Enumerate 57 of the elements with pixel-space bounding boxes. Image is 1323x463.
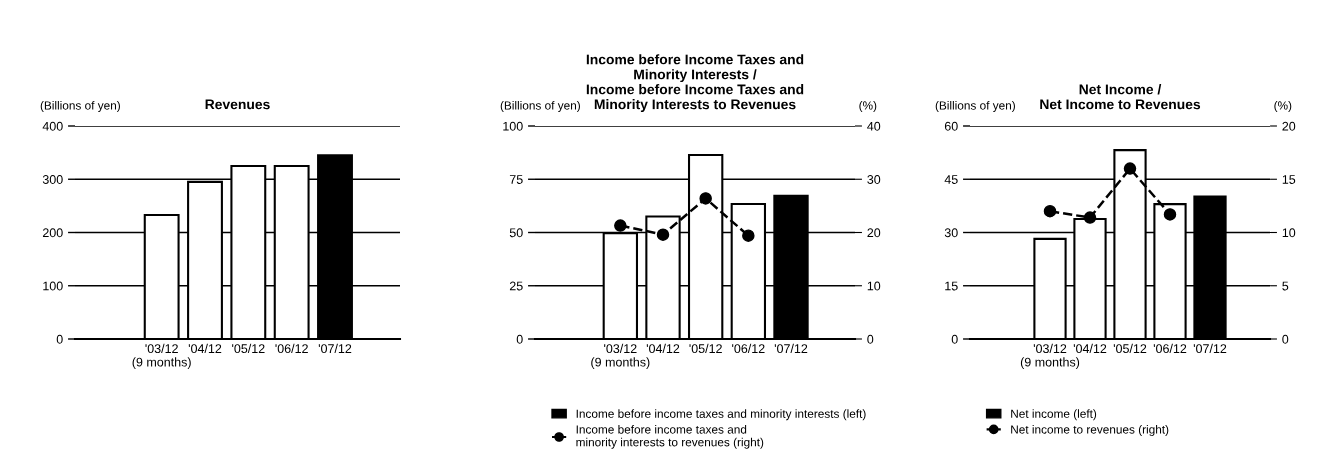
point (1083, 211, 1097, 224)
legend-label: Income before income taxes and minority interests to revenues (right) (576, 424, 764, 449)
chart-title: Net Income / Net Income to Revenues (1040, 84, 1201, 110)
y-tick-label: 100 (503, 121, 523, 131)
y-tick-label: 50 (509, 228, 523, 238)
y-tick-label: 45 (944, 175, 958, 184)
y-tick-label: 200 (42, 228, 63, 238)
y2-tick-label: 20 (867, 228, 881, 238)
point (1043, 204, 1057, 218)
chart-title: Income before Income Taxes and Minority Interests / Income before Income Taxes and Minority Interests to Revenues (586, 54, 804, 112)
y2-tick-label: 30 (867, 175, 881, 184)
x-tick-label: '05/12 (232, 343, 265, 354)
y-tick-label: 0 (56, 334, 63, 344)
y-tick-label: 60 (944, 121, 958, 131)
x-tick-label: '07/12 (1193, 343, 1227, 354)
y-tick-label: 25 (509, 281, 523, 291)
chart-title: Revenues (205, 99, 270, 110)
x-tick-label: '07/12 (318, 343, 352, 354)
x-tick-label: '04/12 (188, 343, 222, 354)
point (656, 228, 670, 241)
y2-tick-label: 0 (867, 334, 874, 344)
y2-axis-title: (%) (859, 101, 877, 112)
y2-tick-label: 15 (1282, 175, 1296, 184)
y2-tick-label: 5 (1282, 281, 1289, 291)
y2-tick-label: 0 (1282, 334, 1289, 344)
y-tick-label: 300 (42, 175, 63, 184)
y-tick-label: 100 (43, 281, 63, 291)
point (1123, 162, 1137, 175)
point (742, 229, 755, 242)
y-axis-title: (Billions of yen) (40, 101, 120, 112)
x-tick-label: '07/12 (774, 343, 808, 354)
y2-axis-title: (%) (1274, 101, 1292, 112)
y-axis-title: (Billions of yen) (935, 101, 1015, 112)
x-tick-label: '05/12 (1113, 343, 1147, 354)
legend-label: Net income to revenues (right) (1011, 424, 1169, 436)
y-tick-label: 30 (944, 228, 958, 238)
x-tick-label: '04/12 (1073, 343, 1107, 354)
y2-tick-label: 10 (867, 281, 881, 291)
x-tick-label: '05/12 (689, 343, 722, 354)
y-tick-label: 0 (951, 334, 958, 344)
y-axis-title: (Billions of yen) (500, 101, 580, 112)
y2-tick-label: 40 (867, 121, 881, 131)
y2-tick-label: 20 (1282, 121, 1296, 131)
x-tick-label: '04/12 (646, 343, 680, 354)
x-tick-label: '06/12 (732, 343, 765, 354)
legend-label: Income before income taxes and minority interests (left) (576, 409, 866, 421)
point (699, 192, 712, 205)
x-tick-label: '06/12 (1153, 343, 1187, 354)
point (614, 219, 627, 232)
y-tick-label: 400 (42, 121, 63, 131)
y2-tick-label: 10 (1282, 228, 1296, 238)
point (1163, 208, 1177, 221)
legend-label: Net income (left) (1011, 409, 1097, 421)
y-tick-label: 75 (509, 175, 523, 184)
y-tick-label: 0 (516, 334, 523, 344)
y-tick-label: 15 (945, 281, 958, 291)
x-tick-label: '06/12 (275, 343, 308, 354)
